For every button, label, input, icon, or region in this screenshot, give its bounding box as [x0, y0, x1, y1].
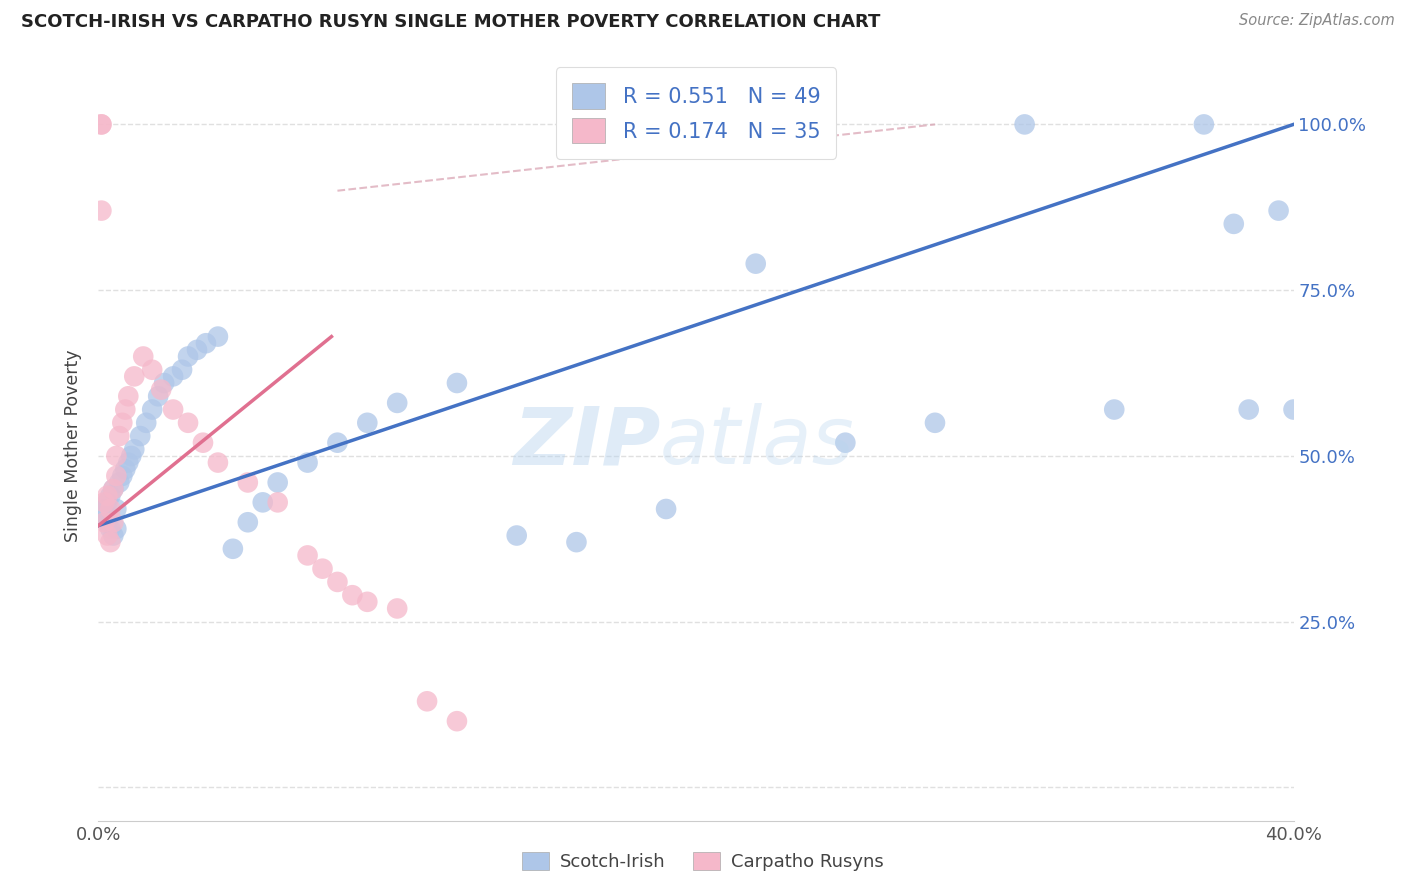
Point [195, 336, 218, 351]
Text: Source: ZipAtlas.com: Source: ZipAtlas.com [1239, 13, 1395, 29]
Point [96, 528, 118, 542]
Point [90, 117, 112, 131]
Point [96, 495, 118, 509]
Point [117, 456, 139, 470]
Point [111, 416, 134, 430]
Text: ZIP: ZIP [513, 403, 661, 482]
Point [267, 495, 290, 509]
Point [236, 515, 259, 529]
Point [105, 468, 128, 483]
Point [108, 475, 131, 490]
Point [924, 416, 946, 430]
Point [103, 482, 125, 496]
Point [745, 257, 768, 271]
Point [93, 508, 115, 523]
Point [1282, 402, 1305, 417]
Point [153, 376, 176, 390]
Point [90, 117, 112, 131]
Point [105, 522, 128, 536]
Point [103, 515, 125, 529]
Point [114, 462, 136, 476]
Y-axis label: Single Mother Poverty: Single Mother Poverty [65, 350, 83, 542]
Point [311, 562, 333, 576]
Point [326, 435, 349, 450]
Point [124, 442, 146, 457]
Point [186, 343, 208, 357]
Point [297, 456, 319, 470]
Point [172, 363, 194, 377]
Point [1267, 203, 1289, 218]
Point [93, 515, 115, 529]
Point [141, 402, 163, 417]
Point [162, 402, 184, 417]
Text: SCOTCH-IRISH VS CARPATHO RUSYN SINGLE MOTHER POVERTY CORRELATION CHART: SCOTCH-IRISH VS CARPATHO RUSYN SINGLE MO… [21, 13, 880, 31]
Point [267, 475, 290, 490]
Point [120, 449, 142, 463]
Point [191, 435, 214, 450]
Point [236, 475, 259, 490]
Point [98, 502, 122, 516]
Point [90, 203, 112, 218]
Point [162, 369, 184, 384]
Point [416, 694, 439, 708]
Point [1223, 217, 1246, 231]
Point [105, 502, 128, 516]
Point [103, 482, 125, 496]
Point [148, 389, 170, 403]
Point [177, 350, 200, 364]
Text: atlas: atlas [661, 403, 855, 482]
Point [1237, 402, 1260, 417]
Point [135, 416, 157, 430]
Point [655, 502, 678, 516]
Point [1192, 117, 1215, 131]
Point [207, 329, 229, 343]
Point [326, 574, 349, 589]
Point [356, 416, 378, 430]
Point [93, 495, 115, 509]
Point [207, 456, 229, 470]
Point [506, 528, 529, 542]
Point [129, 429, 152, 443]
Point [446, 714, 468, 728]
Point [222, 541, 245, 556]
Point [342, 588, 364, 602]
Point [124, 369, 146, 384]
Legend: Scotch-Irish, Carpatho Rusyns: Scotch-Irish, Carpatho Rusyns [515, 845, 891, 879]
Point [385, 396, 409, 410]
Point [96, 515, 118, 529]
Point [356, 595, 378, 609]
Point [114, 402, 136, 417]
Point [252, 495, 274, 509]
Point [98, 489, 122, 503]
Point [565, 535, 588, 549]
Point [834, 435, 856, 450]
Point [111, 468, 134, 483]
Point [297, 549, 319, 563]
Point [103, 528, 125, 542]
Point [98, 535, 122, 549]
Point [141, 363, 163, 377]
Point [117, 389, 139, 403]
Point [93, 502, 115, 516]
Point [446, 376, 468, 390]
Legend: R = 0.551   N = 49, R = 0.174   N = 35: R = 0.551 N = 49, R = 0.174 N = 35 [555, 68, 837, 159]
Point [105, 449, 128, 463]
Point [150, 383, 173, 397]
Point [385, 601, 409, 615]
Point [177, 416, 200, 430]
Point [1104, 402, 1126, 417]
Point [96, 489, 118, 503]
Point [132, 350, 155, 364]
Point [98, 522, 122, 536]
Point [108, 429, 131, 443]
Point [1014, 117, 1036, 131]
